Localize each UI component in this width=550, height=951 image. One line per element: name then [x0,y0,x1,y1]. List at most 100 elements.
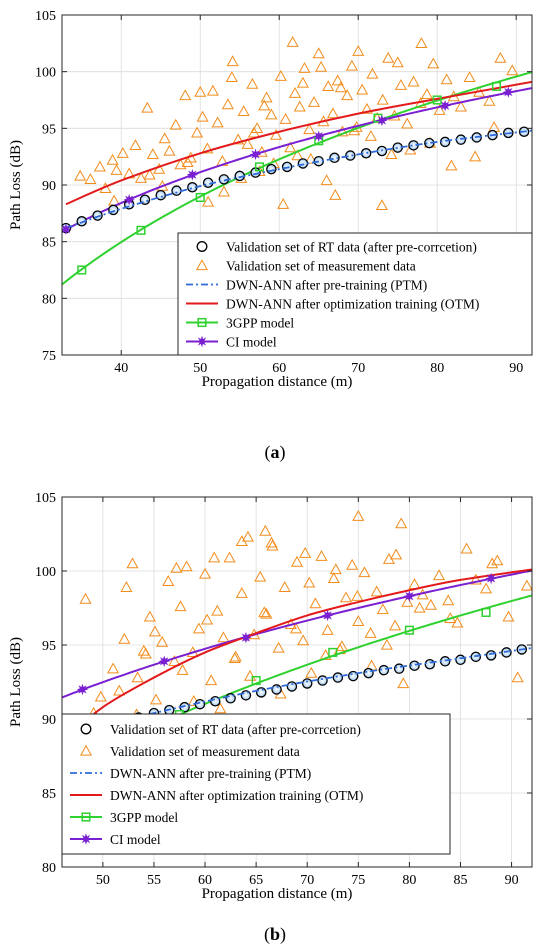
y-tick-label: 90 [42,179,56,194]
legend-item-rt: Validation set of RT data (after pre-cor… [80,722,361,737]
x-tick-label: 70 [300,873,314,888]
x-tick-label: 55 [147,873,161,888]
legend-box [61,713,451,855]
x-tick-label: 80 [402,873,416,888]
measurement-point [315,60,328,72]
legend-item-otm: DWN-ANN after optimization training (OTM… [186,297,479,312]
measurement-point [326,107,339,119]
x-tick-label: 40 [114,361,128,376]
y-tick-label: 85 [42,236,56,251]
measurement-point [174,158,187,170]
gpp-point [195,192,205,203]
measurement-point [356,83,369,95]
y-axis-title: Path Loss (dB) [8,140,24,230]
measurement-point [321,623,334,635]
legend-label: DWN-ANN after optimization training (OTM… [226,297,479,312]
rt-point [455,654,466,666]
legend-label: Validation set of measurement data [226,259,416,274]
x-tick-label: 90 [509,361,523,376]
measurement-point [93,160,106,172]
measurement-point [235,586,248,598]
y-tick-label: 80 [42,861,56,876]
legend-label: DWN-ANN after pre-training (PTM) [110,766,311,781]
legend-item-meas: Validation set of measurement data [195,259,416,274]
y-tick-label: 95 [42,639,56,654]
measurement-point [401,117,414,129]
x-tick-label: 50 [96,873,110,888]
measurement-point [329,188,342,200]
measurement-point [169,118,182,130]
measurement-point [331,74,344,86]
measurement-point [322,80,335,92]
x-tick-label: 50 [193,361,207,376]
legend-marker [80,833,92,845]
rt-point [378,664,390,676]
legend-item-rt: Validation set of RT data (after pre-cor… [196,240,477,255]
chart-panel-b: 50 55 60 65 70 75 80 85 90 80 85 90 95 100 105 Propagat… [8,491,533,902]
measurement-point [352,615,365,626]
measurement-point [170,561,183,573]
measurement-point [221,98,234,110]
measurement-point [385,148,398,160]
ci-markers [62,86,515,236]
measurement-point [299,547,312,558]
measurement-point [247,126,260,138]
measurement-point [274,69,287,81]
legend-label: 3GPP model [226,316,294,331]
measurement-point [116,147,129,158]
measurement-point [370,585,383,597]
measurement-point [364,130,377,141]
y-tick-label: 100 [35,565,56,580]
measurement-point [341,89,354,101]
measurement-point [315,549,328,561]
measurement-point [205,674,218,686]
legend-label: 3GPP model [110,810,178,825]
ci-point [376,114,388,127]
measurement-point [296,76,309,88]
measurement-point [307,96,321,107]
measurement-point [442,594,455,606]
rt-point [255,687,267,698]
legend: Validation set of RT data (after pre-cor… [61,713,451,855]
measurement-point [303,123,316,135]
rt-point [155,189,166,201]
measurement-point [143,168,156,180]
gpp-point [251,675,261,686]
y-tick-label: 85 [42,787,56,802]
gpp-point [328,647,338,657]
rt-point [286,681,298,692]
measurement-point [413,601,426,613]
x-tick-label: 70 [351,361,365,376]
measurement-point [376,93,389,105]
measurement-point [424,598,437,610]
measurement-point [502,610,515,622]
x-tick-label: 60 [198,873,212,888]
panel-label-b: (b) [264,924,286,945]
measurement-point [79,592,92,604]
measurement-point [254,570,267,582]
rt-point [171,185,182,196]
measurement-point [415,37,428,48]
measurement-point [469,150,482,162]
measurement-point [389,619,402,631]
legend-marker [79,744,93,756]
measurement-point [176,663,189,675]
measurement-point [394,79,407,90]
measurement-point [272,641,285,653]
legend-item-gpp: 3GPP model [186,316,294,331]
measurement-point [445,159,458,171]
legend-label: Validation set of RT data (after pre-cor… [110,722,361,737]
measurement-point [106,153,119,165]
legend: Validation set of RT data (after pre-cor… [177,232,533,356]
rt-point [409,660,420,671]
rt-point [345,150,356,161]
measurement-point [440,73,453,85]
legend-item-otm: DWN-ANN after optimization training (OTM… [70,788,363,803]
measurement-point [351,589,364,601]
legend-item-ptm: DWN-ANN after pre-training (PTM) [186,278,427,293]
measurement-point [395,517,408,529]
ci-point [485,572,497,585]
otm-line [62,568,532,742]
measurement-point [223,551,236,563]
